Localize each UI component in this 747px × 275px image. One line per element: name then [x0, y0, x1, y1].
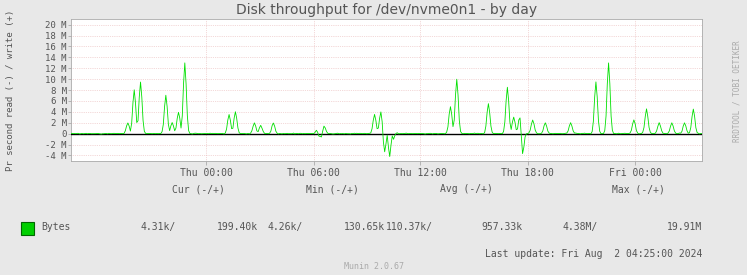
Text: 4.31k/: 4.31k/: [140, 222, 176, 232]
Text: Avg (-/+): Avg (-/+): [441, 185, 493, 194]
Text: 957.33k: 957.33k: [482, 222, 523, 232]
Text: 19.91M: 19.91M: [667, 222, 702, 232]
Text: 110.37k/: 110.37k/: [386, 222, 433, 232]
Text: Pr second read (-) / write (+): Pr second read (-) / write (+): [6, 10, 15, 171]
Text: Cur (-/+): Cur (-/+): [172, 185, 224, 194]
Text: 130.65k: 130.65k: [344, 222, 385, 232]
Text: Min (-/+): Min (-/+): [306, 185, 359, 194]
Text: RRDTOOL / TOBI OETIKER: RRDTOOL / TOBI OETIKER: [733, 40, 742, 142]
Text: 4.38M/: 4.38M/: [562, 222, 598, 232]
Text: Bytes: Bytes: [41, 222, 70, 232]
Text: Max (-/+): Max (-/+): [613, 185, 665, 194]
Text: Last update: Fri Aug  2 04:25:00 2024: Last update: Fri Aug 2 04:25:00 2024: [485, 249, 702, 259]
Title: Disk throughput for /dev/nvme0n1 - by day: Disk throughput for /dev/nvme0n1 - by da…: [236, 3, 537, 17]
Text: Munin 2.0.67: Munin 2.0.67: [344, 262, 403, 271]
Text: 199.40k: 199.40k: [217, 222, 258, 232]
Text: 4.26k/: 4.26k/: [267, 222, 303, 232]
